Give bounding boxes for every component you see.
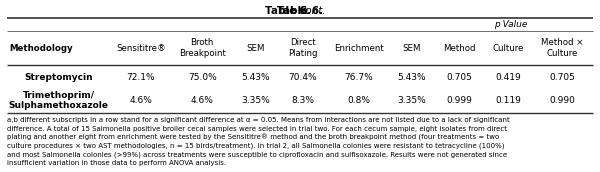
Text: SEM: SEM (403, 44, 421, 53)
Text: 0.419: 0.419 (496, 73, 521, 82)
Text: 0.705: 0.705 (446, 73, 472, 82)
Text: difference. A total of 15 Salmonella positive broiler cecal samples were selecte: difference. A total of 15 Salmonella pos… (7, 126, 507, 132)
Text: culture procedures × two AST methodologies, n = 15 birds/treatment). In trial 2,: culture procedures × two AST methodologi… (7, 143, 505, 149)
Text: SEM: SEM (246, 44, 265, 53)
Text: insufficient variation in those data to perform ANOVA analysis.: insufficient variation in those data to … (7, 160, 226, 166)
Text: 0.119: 0.119 (496, 96, 521, 105)
Text: 3.35%: 3.35% (241, 96, 270, 105)
Text: 0.8%: 0.8% (347, 96, 370, 105)
Text: 70.4%: 70.4% (289, 73, 317, 82)
Text: Trimethoprim/
Sulphamethoxazole: Trimethoprim/ Sulphamethoxazole (9, 91, 109, 110)
Text: Cont.: Cont. (298, 6, 326, 16)
Text: 72.1%: 72.1% (127, 73, 155, 82)
Text: a,b different subscripts in a row stand for a significant difference at α = 0.05: a,b different subscripts in a row stand … (7, 117, 510, 123)
Text: Method: Method (443, 44, 476, 53)
Text: 76.7%: 76.7% (344, 73, 373, 82)
Text: 5.43%: 5.43% (241, 73, 270, 82)
Text: Table 6.: Table 6. (265, 6, 311, 16)
Text: 5.43%: 5.43% (397, 73, 426, 82)
Text: Table 6. Cont.: Table 6. Cont. (264, 6, 336, 16)
Text: Direct
Plating: Direct Plating (288, 39, 318, 58)
Text: 0.999: 0.999 (446, 96, 472, 105)
Text: plating and another eight from enrichment were tested by the Sensititre® method : plating and another eight from enrichmen… (7, 134, 499, 141)
Text: Sensititre®: Sensititre® (116, 44, 166, 53)
Text: Culture: Culture (493, 44, 524, 53)
Text: p Value: p Value (494, 20, 527, 29)
Text: Broth
Breakpoint: Broth Breakpoint (179, 39, 226, 58)
Text: 0.990: 0.990 (550, 96, 575, 105)
Text: 0.705: 0.705 (550, 73, 575, 82)
Text: Table 6.      Cont.: Table 6. Cont. (256, 6, 344, 16)
Text: Enrichment: Enrichment (334, 44, 383, 53)
Text: Methodology: Methodology (10, 44, 73, 53)
Text: 3.35%: 3.35% (397, 96, 426, 105)
Text: 4.6%: 4.6% (191, 96, 214, 105)
Text: and most Salmonella colonies (>99%) across treatments were susceptible to ciprof: and most Salmonella colonies (>99%) acro… (7, 152, 508, 158)
Text: Streptomycin: Streptomycin (25, 73, 93, 82)
Text: 75.0%: 75.0% (188, 73, 217, 82)
Text: Table 6.: Table 6. (277, 6, 323, 16)
Text: Method ×
Culture: Method × Culture (541, 39, 584, 58)
Text: 4.6%: 4.6% (130, 96, 152, 105)
Text: 8.3%: 8.3% (292, 96, 314, 105)
